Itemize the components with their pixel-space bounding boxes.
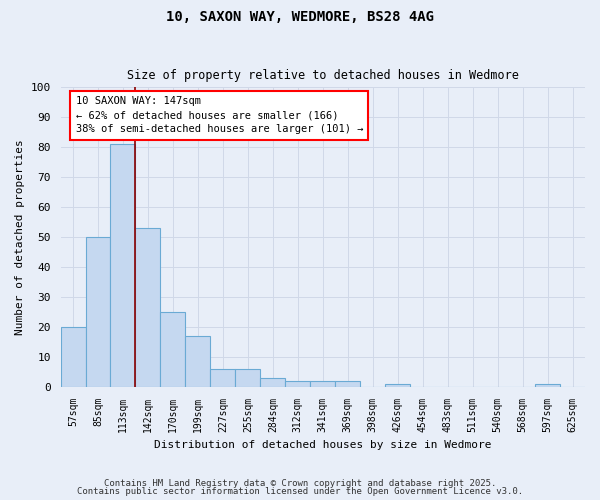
- Bar: [160, 312, 185, 386]
- Bar: [185, 336, 211, 386]
- Text: 10 SAXON WAY: 147sqm
← 62% of detached houses are smaller (166)
38% of semi-deta: 10 SAXON WAY: 147sqm ← 62% of detached h…: [76, 96, 363, 134]
- Bar: [235, 368, 260, 386]
- Bar: [310, 380, 335, 386]
- Y-axis label: Number of detached properties: Number of detached properties: [15, 139, 25, 335]
- Bar: [61, 327, 86, 386]
- Bar: [286, 380, 310, 386]
- Bar: [86, 237, 110, 386]
- Text: Contains HM Land Registry data © Crown copyright and database right 2025.: Contains HM Land Registry data © Crown c…: [104, 478, 496, 488]
- Bar: [385, 384, 410, 386]
- Text: Contains public sector information licensed under the Open Government Licence v3: Contains public sector information licen…: [77, 487, 523, 496]
- Bar: [211, 368, 235, 386]
- Text: 10, SAXON WAY, WEDMORE, BS28 4AG: 10, SAXON WAY, WEDMORE, BS28 4AG: [166, 10, 434, 24]
- Bar: [136, 228, 160, 386]
- Title: Size of property relative to detached houses in Wedmore: Size of property relative to detached ho…: [127, 69, 519, 82]
- X-axis label: Distribution of detached houses by size in Wedmore: Distribution of detached houses by size …: [154, 440, 491, 450]
- Bar: [260, 378, 286, 386]
- Bar: [535, 384, 560, 386]
- Bar: [335, 380, 360, 386]
- Bar: [110, 144, 136, 386]
